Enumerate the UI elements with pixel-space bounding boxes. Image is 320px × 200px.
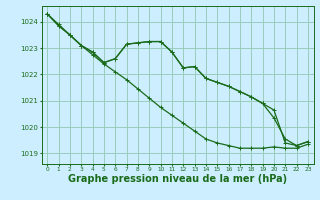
X-axis label: Graphe pression niveau de la mer (hPa): Graphe pression niveau de la mer (hPa) xyxy=(68,174,287,184)
